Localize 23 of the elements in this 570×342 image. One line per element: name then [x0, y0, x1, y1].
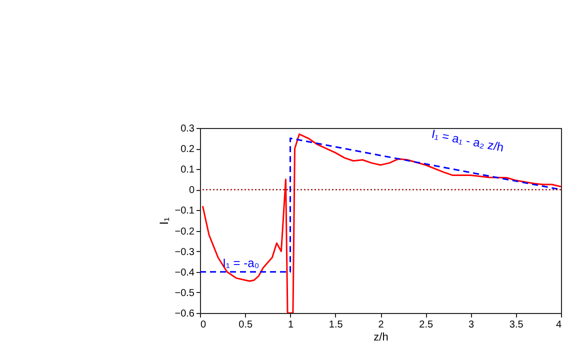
y-tick-label: −0.2: [174, 226, 195, 238]
x-tick-label: 0: [200, 320, 206, 330]
x-tick-label: 3.5: [509, 320, 524, 330]
x-tick-label: 1.5: [328, 320, 344, 330]
x-tick-label: 2: [378, 320, 384, 330]
y-axis-title: I₁: [156, 217, 171, 225]
x-tick-label: 2.5: [419, 320, 434, 330]
y-tick-label: 0.3: [180, 124, 195, 134]
y-tick-label: −0.6: [174, 308, 195, 320]
x-tick-label: 1: [288, 320, 294, 330]
y-tick-label: 0: [188, 185, 195, 196]
y-tick-label: −0.3: [174, 246, 195, 258]
annotation: I₁ = a₁ - a₂ z/h: [430, 126, 505, 155]
y-tick-label: −0.5: [174, 288, 195, 299]
y-tick-label: −0.1: [174, 206, 195, 217]
x-tick-label: 4: [556, 320, 562, 330]
y-tick-label: −0.4: [174, 267, 195, 278]
x-axis-title: z/h: [374, 332, 388, 342]
y-tick-label: 0.1: [180, 164, 195, 176]
x-tick-label: 0.5: [238, 320, 254, 330]
x-tick-label: 3: [468, 320, 474, 330]
y-tick-label: 0.2: [180, 144, 195, 156]
annotation: I₁ = -a₀: [222, 256, 260, 270]
